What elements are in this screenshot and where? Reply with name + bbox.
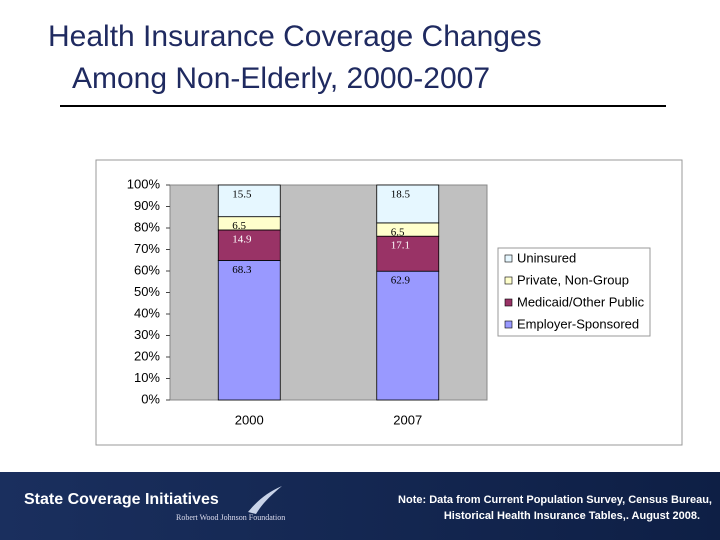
data-label: 6.5 xyxy=(391,226,405,238)
data-label: 68.3 xyxy=(232,264,252,276)
title-line: Health Insurance Coverage Changes xyxy=(48,20,542,53)
y-tick-label: 20% xyxy=(134,348,160,363)
y-tick-label: 50% xyxy=(134,284,160,299)
legend-label: Uninsured xyxy=(517,250,576,265)
footer-brand: State Coverage Initiatives xyxy=(24,491,219,508)
x-tick-label: 2007 xyxy=(393,412,422,427)
data-label: 14.9 xyxy=(232,233,252,245)
footer-band xyxy=(0,472,720,540)
y-tick-label: 80% xyxy=(134,219,160,234)
data-label: 15.5 xyxy=(232,189,252,201)
y-tick-label: 30% xyxy=(134,327,160,342)
data-label: 18.5 xyxy=(391,189,411,201)
y-tick-label: 70% xyxy=(134,241,160,256)
y-tick-label: 10% xyxy=(134,370,160,385)
legend-box xyxy=(497,247,651,337)
legend-swatch xyxy=(504,276,513,285)
bar-segment xyxy=(376,235,440,272)
y-tick-label: 0% xyxy=(141,391,160,406)
y-tick-label: 40% xyxy=(134,305,160,320)
title-line: Among Non-Elderly, 2000-2007 xyxy=(72,62,490,95)
y-tick-label: 60% xyxy=(134,262,160,277)
footer-foundation: Robert Wood Johnson Foundation xyxy=(176,513,285,522)
y-tick-label: 90% xyxy=(134,198,160,213)
x-tick-label: 2000 xyxy=(235,412,264,427)
footer-note: Note: Data from Current Population Surve… xyxy=(398,494,712,506)
legend-swatch xyxy=(504,298,513,307)
data-label: 6.5 xyxy=(232,220,246,232)
bar-segment xyxy=(217,216,281,231)
legend-label: Private, Non-Group xyxy=(517,272,629,287)
plot-area xyxy=(169,184,488,401)
bar-segment xyxy=(376,222,440,237)
data-label: 62.9 xyxy=(391,275,411,287)
footer-note: Historical Health Insurance Tables,. Aug… xyxy=(444,510,700,522)
bar-segment xyxy=(217,229,281,261)
data-label: 17.1 xyxy=(391,240,410,252)
logo-mark xyxy=(248,486,282,514)
bar-segment xyxy=(376,184,440,224)
legend-swatch xyxy=(504,254,513,263)
bar-segment xyxy=(217,184,281,218)
legend-label: Employer-Sponsored xyxy=(517,316,639,331)
legend-swatch xyxy=(504,320,513,329)
y-tick-label: 100% xyxy=(127,176,161,191)
bar-segment xyxy=(376,270,440,401)
legend-label: Medicaid/Other Public xyxy=(517,294,645,309)
bar-segment xyxy=(217,260,281,401)
